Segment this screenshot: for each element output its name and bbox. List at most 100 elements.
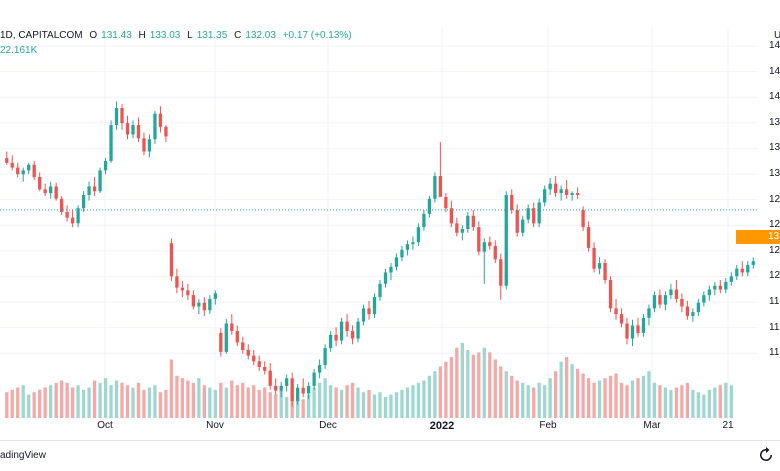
candle-body: [142, 138, 146, 152]
volume-bar: [416, 382, 421, 418]
candle-body: [592, 247, 596, 269]
candle-body: [323, 348, 327, 366]
volume-bar: [532, 387, 536, 418]
volume-bar: [197, 378, 201, 418]
symbol-label[interactable]: 1D, CAPITALCOM: [0, 30, 83, 41]
volume-bar: [586, 378, 591, 418]
candle-body: [180, 287, 185, 291]
candle-body: [625, 323, 629, 339]
volume-bar: [274, 394, 278, 418]
volume-bar: [724, 382, 728, 418]
volume-bar: [696, 392, 701, 418]
volume-bar: [27, 394, 31, 418]
volume-bar: [120, 382, 124, 418]
candle-body: [241, 342, 245, 350]
volume-bar: [515, 380, 519, 418]
candle-body: [411, 242, 415, 245]
volume-bar: [246, 387, 250, 418]
volume-bar: [471, 354, 475, 418]
candle-body: [49, 186, 53, 194]
volume-bar: [125, 385, 130, 418]
volume-bar: [224, 387, 228, 418]
volume-bar: [339, 389, 344, 418]
change-value: +0.17 (+0.13%): [282, 30, 352, 41]
volume-bar: [164, 389, 168, 418]
candle-body: [438, 176, 443, 197]
volume-bar: [301, 399, 305, 418]
high-label: H: [138, 30, 146, 41]
candle-body: [548, 183, 552, 190]
candle-body: [147, 139, 152, 152]
candle-body: [630, 325, 635, 339]
volume-bar: [98, 382, 102, 418]
volume-bar: [32, 392, 36, 418]
candle-body: [652, 295, 657, 309]
candle-body: [680, 298, 684, 307]
price-tick-label: 13: [769, 116, 780, 128]
candle-body: [559, 189, 563, 194]
volume-bar: [597, 380, 602, 418]
volume-bar: [718, 385, 722, 418]
candle-body: [570, 193, 574, 195]
volume-bar: [38, 389, 42, 418]
candle-body: [477, 227, 481, 252]
candle-body: [70, 217, 75, 224]
candle-body: [312, 372, 316, 386]
candle-body: [482, 242, 486, 252]
volume-bar: [466, 350, 470, 418]
candle-body: [597, 263, 602, 269]
volume-bar: [510, 375, 514, 418]
price-tick-label: 12: [769, 219, 780, 231]
volume-bar: [537, 382, 541, 418]
volume-value: 22.161K: [0, 45, 38, 56]
candle-body: [449, 208, 454, 224]
low-label: L: [187, 30, 193, 41]
volume-bar: [685, 382, 690, 418]
candle-body: [735, 268, 739, 277]
time-tick-label: Mar: [643, 420, 661, 431]
candle-body: [383, 272, 388, 284]
volume-bar: [630, 380, 635, 418]
candle-body: [21, 170, 25, 175]
brand-logo-text[interactable]: adingView: [0, 450, 46, 461]
time-tick-label: 2022: [429, 420, 455, 432]
candle-body: [647, 308, 651, 318]
candle-body: [16, 167, 20, 175]
candle-body: [252, 355, 256, 362]
volume-bar: [433, 371, 437, 418]
currency-label[interactable]: U: [774, 30, 780, 41]
candle-body: [510, 194, 514, 211]
volume-bar: [136, 382, 141, 418]
volume-bar: [180, 378, 185, 418]
volume-bar: [603, 378, 607, 418]
volume-bar: [559, 361, 563, 418]
volume-bar: [76, 385, 80, 418]
candle-body: [81, 194, 86, 209]
volume-bar: [427, 375, 432, 418]
candle-body: [213, 293, 217, 299]
volume-bar: [554, 371, 558, 418]
volume-bar: [570, 364, 574, 418]
candle-body: [504, 194, 508, 286]
time-tick-label: 21: [722, 420, 734, 431]
candle-body: [274, 385, 278, 391]
volume-bar: [405, 387, 410, 418]
volume-bar: [10, 389, 14, 418]
candle-body: [460, 229, 464, 233]
last-price-badge-label: 13: [768, 230, 780, 242]
price-axis[interactable]: [758, 28, 780, 428]
candle-body: [38, 177, 42, 190]
candle-body: [581, 210, 585, 228]
candle-body: [153, 113, 157, 140]
volume-bar: [499, 366, 503, 418]
reset-chart-icon[interactable]: [758, 447, 774, 463]
volume-bar: [213, 389, 217, 418]
candle-body: [702, 295, 706, 303]
volume-bar: [449, 357, 454, 418]
candle-body: [729, 276, 733, 282]
candle-body: [674, 289, 679, 299]
candle-body: [268, 370, 272, 386]
volume-bar: [230, 380, 234, 418]
volume-bar: [103, 378, 108, 418]
